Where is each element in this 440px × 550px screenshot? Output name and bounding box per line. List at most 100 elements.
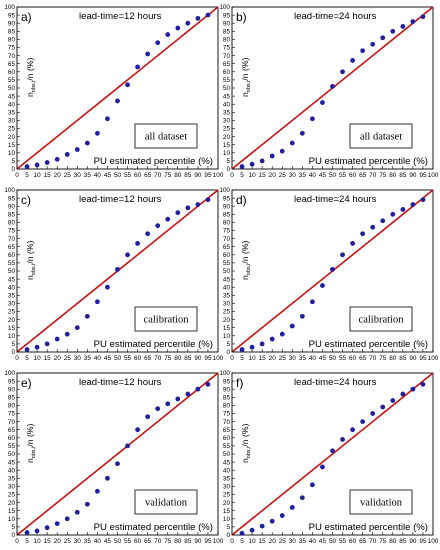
- y-tick-label: 90: [223, 203, 231, 210]
- y-tick-label: 20: [8, 317, 16, 324]
- x-tick-label: 15: [259, 172, 267, 179]
- x-tick-label: 20: [54, 172, 62, 179]
- y-tick-label: 20: [223, 500, 231, 507]
- y-tick-label: 0: [11, 166, 15, 173]
- leadtime-caption: lead-time=12 hours: [79, 11, 162, 22]
- x-tick-label: 95: [419, 355, 427, 362]
- x-tick-label: 5: [240, 172, 244, 179]
- y-tick-label: 95: [223, 378, 231, 385]
- y-tick-label: 80: [8, 220, 16, 227]
- data-point: [135, 64, 141, 70]
- x-tick-label: 55: [124, 172, 132, 179]
- x-tick-label: 40: [94, 172, 102, 179]
- x-tick-label: 55: [339, 355, 347, 362]
- y-tick-label: 0: [226, 166, 230, 173]
- data-point: [155, 406, 161, 412]
- data-point: [400, 207, 406, 212]
- data-point: [269, 153, 275, 159]
- y-tick-label: 65: [8, 427, 16, 434]
- data-point: [259, 523, 265, 529]
- x-tick-label: 60: [134, 172, 142, 179]
- x-tick-label: 25: [64, 355, 72, 362]
- data-point: [299, 495, 305, 501]
- y-tick-label: 70: [8, 419, 16, 426]
- y-tick-label: 10: [223, 333, 231, 340]
- y-tick-label: 60: [223, 69, 231, 76]
- y-tick-label: 95: [8, 378, 16, 385]
- x-tick-label: 75: [379, 172, 387, 179]
- y-axis-label: nobs,i/n (%): [240, 424, 252, 463]
- data-point: [330, 266, 335, 272]
- x-tick-label: 0: [15, 172, 19, 179]
- subset-label-box: [134, 306, 198, 332]
- y-tick-label: 90: [8, 20, 16, 27]
- data-point: [279, 331, 285, 337]
- data-point: [320, 464, 325, 470]
- x-tick-label: 45: [104, 538, 112, 545]
- data-point: [95, 488, 100, 494]
- data-point: [105, 116, 110, 122]
- x-tick-label: 0: [15, 355, 19, 362]
- x-tick-label: 70: [154, 172, 162, 179]
- x-tick-label: 25: [279, 172, 287, 179]
- x-tick-label: 75: [379, 355, 387, 362]
- data-point: [330, 83, 335, 89]
- y-tick-label: 90: [8, 386, 16, 393]
- data-point: [340, 252, 345, 258]
- x-tick-label: 90: [409, 355, 417, 362]
- data-point: [205, 12, 211, 18]
- subset-label: validation: [145, 498, 188, 509]
- data-point: [239, 530, 245, 536]
- y-tick-label: 70: [8, 53, 16, 60]
- data-point: [74, 147, 80, 152]
- x-tick-label: 45: [104, 355, 112, 362]
- y-tick-label: 50: [8, 451, 16, 458]
- x-tick-label: 25: [64, 538, 72, 545]
- data-point: [64, 516, 70, 522]
- x-tick-label: 55: [124, 538, 132, 545]
- y-tick-label: 30: [8, 118, 16, 125]
- x-tick-label: 30: [74, 172, 82, 179]
- y-tick-label: 15: [223, 142, 231, 149]
- x-tick-label: 95: [419, 538, 427, 545]
- data-point: [380, 218, 386, 224]
- data-point: [310, 116, 315, 122]
- panel-letter: d): [236, 193, 247, 207]
- data-point: [400, 391, 406, 397]
- x-tick-label: 65: [359, 355, 367, 362]
- data-point: [390, 28, 396, 34]
- y-tick-label: 25: [8, 309, 16, 316]
- x-tick-label: 80: [174, 172, 182, 179]
- x-tick-label: 75: [379, 538, 387, 545]
- data-point: [289, 323, 295, 329]
- x-tick-label: 45: [319, 355, 327, 362]
- x-tick-label: 40: [94, 355, 102, 362]
- data-point: [64, 152, 70, 157]
- x-tick-label: 25: [279, 538, 287, 545]
- y-tick-label: 35: [8, 476, 16, 483]
- y-tick-label: 10: [8, 150, 16, 157]
- y-tick-label: 45: [223, 276, 231, 283]
- y-tick-label: 50: [8, 85, 16, 92]
- panel-d: 0510152025303540455055606570758085909510…: [219, 187, 438, 362]
- y-axis-label: nobs,i/n (%): [25, 424, 37, 463]
- data-point: [410, 386, 416, 392]
- data-point: [95, 130, 100, 136]
- y-tick-label: 100: [4, 370, 15, 377]
- x-tick-label: 100: [428, 172, 439, 179]
- x-tick-label: 20: [54, 355, 62, 362]
- x-tick-label: 35: [84, 538, 92, 545]
- y-tick-label: 75: [223, 411, 231, 418]
- data-point: [84, 501, 90, 507]
- data-point: [259, 158, 265, 164]
- x-tick-label: 100: [428, 538, 439, 545]
- x-tick-label: 50: [329, 355, 337, 362]
- panel-c: 0510152025303540455055606570758085909510…: [4, 187, 223, 362]
- x-tick-label: 15: [44, 172, 52, 179]
- y-tick-label: 25: [223, 126, 231, 133]
- y-axis-label: nobs,i/n (%): [25, 241, 37, 280]
- y-tick-label: 50: [8, 268, 16, 275]
- y-tick-label: 85: [223, 212, 231, 219]
- x-tick-label: 25: [64, 172, 72, 179]
